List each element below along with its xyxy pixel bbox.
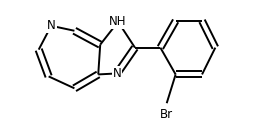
Text: Br: Br [160, 108, 173, 121]
Text: NH: NH [109, 15, 127, 28]
Text: N: N [47, 19, 55, 32]
Text: N: N [113, 67, 122, 80]
